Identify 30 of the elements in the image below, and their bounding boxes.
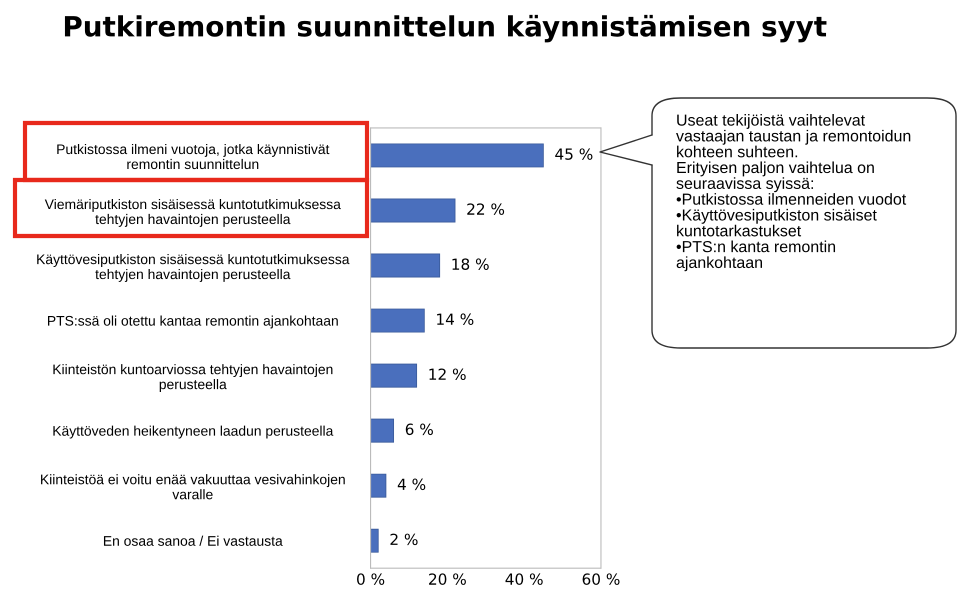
bar [370, 308, 425, 333]
x-tick-label: 60 % [582, 573, 620, 585]
x-tick-label: 0 % [357, 573, 384, 585]
y-tick-label: Putkistossa ilmeni vuotoja, jotka käynnistivät remontin suunnittelun [57, 144, 330, 170]
x-tick-label: 20 % [429, 573, 466, 585]
y-tick-label: En osaa sanoa / Ei vastausta [104, 536, 283, 546]
bar [370, 198, 456, 222]
y-tick-label: Kiinteistön kuntoarviossa tehtyjen havaintojen perusteella [53, 364, 332, 392]
bar [370, 364, 418, 388]
x-tick-label: 40 % [506, 573, 543, 585]
bar [370, 474, 386, 498]
data-label: 45 % [555, 148, 592, 160]
y-tick-label: Käyttövesiputkiston sisäisessä kuntotutkimuksessa tehtyjen havaintojen perusteella [37, 254, 350, 282]
y-tick-label: Viemäriputkiston sisäisessä kuntotutkimuksessa tehtyjen havaintojen perusteella [44, 198, 341, 227]
data-label: 4 % [398, 478, 426, 490]
y-tick-label: Kiinteistöä ei voitu enää vakuuttaa vesivahinkojen varalle [41, 474, 345, 500]
data-label: 14 % [437, 313, 474, 325]
bar [370, 254, 440, 278]
data-label: 22 % [467, 203, 504, 215]
chart-title: Putkiremontin suunnittelun käynnistämisen syyt [64, 14, 826, 42]
text: Useat tekijöistä vaihtelevat vastaajan taustan ja remontoidun kohteen suhteen. Erityisen paljon vaihtelua on seuraavissa syissä: •Putkistossa ilmenneiden vuodot •Käyttövesiputkiston sisäiset kuntotarkastukset •PTS:n kanta remontin ajankohtaan [676, 114, 910, 272]
bar [370, 528, 379, 553]
data-label: 18 % [452, 258, 489, 270]
bar [370, 418, 394, 443]
y-tick-label: PTS:ssä oli otettu kantaa remontin ajankohtaan [48, 316, 338, 328]
bar [370, 143, 544, 168]
y-tick-label: Käyttöveden heikentyneen laadun perusteella [53, 426, 334, 439]
data-label: 6 % [406, 424, 433, 436]
data-label: 2 % [390, 534, 418, 546]
data-label: 12 % [429, 368, 466, 380]
